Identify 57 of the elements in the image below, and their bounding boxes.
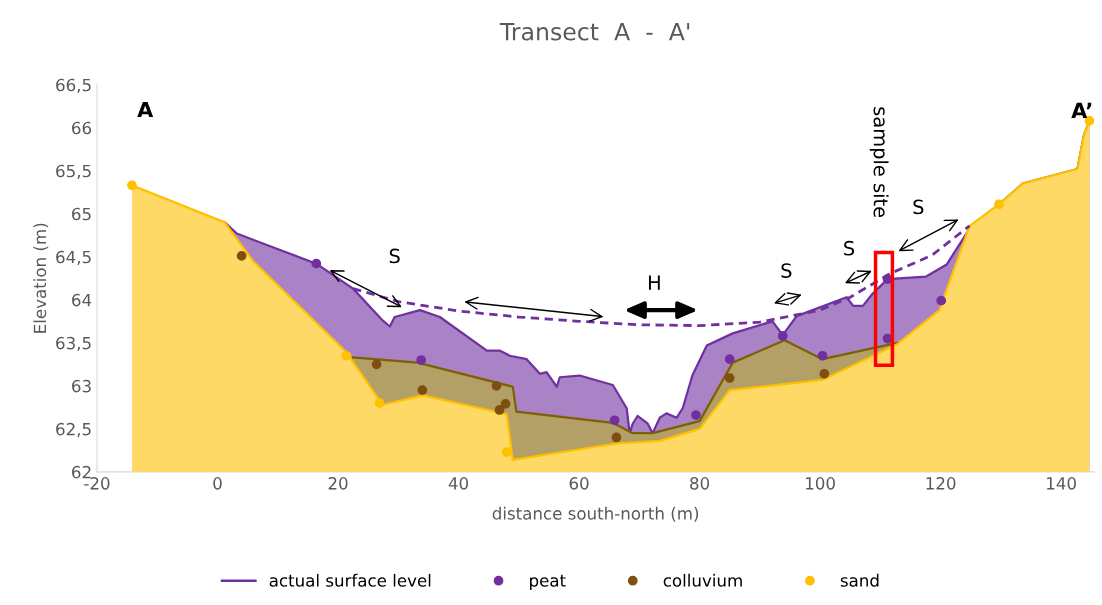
- line-series: [351, 224, 971, 328]
- point: [494, 405, 505, 415]
- point: [724, 373, 735, 383]
- annotation: S: [389, 248, 400, 264]
- y-tick-label: 62: [72, 465, 91, 479]
- x-tick-label: 60: [569, 477, 589, 490]
- y-tick-label: 65: [72, 207, 91, 221]
- point: [777, 331, 788, 341]
- point: [236, 251, 247, 261]
- x-tick-label: 0: [213, 477, 222, 490]
- y-tick-label: 64: [72, 293, 92, 307]
- x-tick-label: 100: [806, 477, 835, 490]
- x-tick-label: 40: [448, 477, 469, 490]
- legend-label: actual surface level: [269, 573, 431, 587]
- point: [501, 447, 512, 457]
- legend-label: sand: [840, 573, 879, 587]
- y-tick-label: 66,5: [56, 78, 91, 93]
- annotation: A: [137, 101, 154, 118]
- point: [819, 368, 830, 379]
- point: [817, 350, 828, 361]
- point: [311, 258, 322, 269]
- x-tick-label: -20: [84, 477, 110, 490]
- x-tick-label: 20: [328, 477, 348, 490]
- point: [416, 355, 427, 365]
- annotation: S: [844, 240, 855, 256]
- annotation: S: [781, 263, 792, 278]
- legend-label: colluvium: [663, 573, 742, 587]
- x-tick-label: 140: [1047, 477, 1076, 490]
- point: [371, 359, 382, 370]
- annotation: S: [913, 199, 924, 215]
- point: [691, 410, 701, 420]
- point: [374, 398, 385, 408]
- point: [724, 354, 735, 365]
- annotation: A’: [1071, 102, 1092, 118]
- x-tick-label: 120: [926, 477, 956, 490]
- point: [609, 415, 620, 426]
- point: [936, 295, 947, 306]
- point: [127, 180, 137, 191]
- x-axis-title: distance south-north (m): [492, 506, 699, 522]
- y-tick-label: 64,5: [56, 250, 91, 266]
- point: [500, 399, 511, 409]
- point: [341, 350, 352, 361]
- y-tick-label: 62,5: [56, 422, 91, 438]
- legend-label: peat: [530, 574, 566, 590]
- y-tick-label: 66: [72, 121, 92, 135]
- point: [417, 385, 428, 396]
- y-tick-label: 65,5: [56, 164, 91, 180]
- y-tick-label: 63: [72, 379, 91, 393]
- annotation: H: [648, 275, 660, 290]
- point: [491, 380, 502, 391]
- y-axis-title: Elevation (m): [33, 223, 49, 333]
- point: [994, 199, 1004, 210]
- y-tick-label: 63,5: [56, 336, 91, 352]
- point: [611, 432, 622, 443]
- annotation: sample site: [869, 107, 889, 218]
- x-tick-label: 80: [690, 477, 710, 490]
- chart-title: Transect A - A': [499, 23, 690, 41]
